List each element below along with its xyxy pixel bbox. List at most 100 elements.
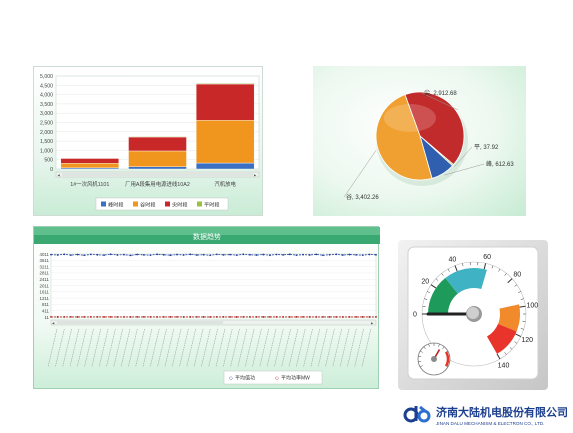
trend-legend-label: 平均功率MW [281,375,310,382]
trend-point [309,254,311,256]
trend-x-tick-label-mark [85,329,94,367]
trend-point [163,254,165,256]
trend-x-tick-label-mark [311,329,320,367]
bar-legend-label: 峰时段 [108,201,124,209]
trend-point [375,316,377,318]
bar-y-tick-label: 4,500 [40,83,53,89]
trend-point [103,254,105,256]
trend-point [315,254,317,256]
gauge-tick-label: 100 [526,303,538,310]
bar-segment [129,137,187,151]
trend-point [216,316,218,318]
trend-point [216,254,218,256]
trend-x-tick-label-mark [194,329,203,367]
trend-x-tick-label-mark [267,329,276,367]
gauge-tick-label: 60 [483,254,491,261]
trend-point [262,254,264,256]
trend-point [355,254,357,256]
trend-x-tick-label-mark [282,329,291,367]
trend-point [296,316,298,318]
trend-point [322,316,324,318]
trend-point [123,254,125,256]
trend-point [335,253,337,255]
pie-leader-line [344,150,376,197]
trend-point [136,254,138,256]
trend-legend-marker-icon: ◇ [275,376,279,382]
trend-point [189,253,191,255]
company-logo: 济南大陆机电股份有限公司 JINAN DALU MECHANISM & ELEC… [403,402,573,428]
bar-y-tick-label: 2,500 [40,121,53,127]
bar-segment [129,167,187,169]
trend-point [110,253,112,255]
trend-point [90,316,92,318]
trend-x-tick-label-mark [143,329,152,367]
trend-x-tick-label-mark [187,329,196,367]
trend-point [169,316,171,318]
trend-point [169,254,171,256]
trend-x-tick-label-mark [362,329,371,367]
trend-point [242,316,244,318]
bar-segment [196,83,254,84]
bar-category-label: 厂用A段集用电源进线10A2 [125,180,190,188]
trend-point [315,316,317,318]
pie-slice-label: 尖, 2,912.68 [424,89,457,97]
trend-point [203,316,205,318]
bar-category-label: 1#一次风机1101 [70,180,109,188]
bar-y-tick-label: 1,000 [40,148,53,154]
trend-x-tick-label-mark [223,329,232,367]
bar-segment [61,158,119,163]
trend-point [289,316,291,318]
trend-point [249,316,251,318]
trend-point [289,253,291,255]
trend-point [70,316,72,318]
trend-point [329,316,331,318]
trend-point [296,254,298,256]
trend-point [116,316,118,318]
trend-point [123,316,125,318]
trend-x-tick-label-mark [172,329,181,367]
bar-legend-swatch [165,202,170,207]
trend-chart: 数据趋势401136113211281124112011161112118114… [34,227,380,390]
trend-point [97,316,99,318]
trend-point [116,254,118,256]
pie-slice-label: 谷, 3,402.26 [346,193,379,201]
trend-point [355,316,357,318]
pie-chart: 尖, 2,912.68平, 37.92峰, 612.63谷, 3,402.26 [313,66,526,216]
trend-point [196,316,198,318]
trend-point [236,254,238,256]
trend-point [57,316,59,318]
bar-legend-swatch [101,202,106,207]
trend-point [150,316,152,318]
bar-segment [196,120,254,163]
trend-point [97,254,99,256]
bar-legend-label: 平时段 [204,201,220,209]
gauge-tick-label: 0 [413,312,417,319]
trend-point [63,253,65,255]
trend-x-tick-label-mark [231,329,240,367]
bar-y-tick-label: 4,000 [40,93,53,99]
bar-y-tick-label: 5,000 [40,74,53,80]
trend-point [196,254,198,256]
bar-y-tick-label: 500 [44,158,53,164]
trend-point [249,254,251,256]
trend-point [63,316,65,318]
bar-segment [61,163,119,168]
trend-point [282,254,284,256]
trend-x-tick-label-mark [304,329,313,367]
trend-point [322,254,324,256]
trend-point [375,254,377,256]
trend-point [143,254,145,256]
trend-x-tick-label-mark [63,329,72,367]
trend-x-tick-label-mark [333,329,342,367]
trend-x-tick-label-mark [318,329,327,367]
trend-x-tick-label-mark [77,329,86,367]
trend-x-tick-label-mark [70,329,79,367]
trend-point [229,254,231,256]
trend-x-tick-label-mark [274,329,283,367]
bar-y-tick-label: 3,500 [40,102,53,108]
trend-scrollbar-thumb [57,321,223,324]
gauge-tick-label: 20 [421,278,429,285]
bar-y-tick-label: 2,000 [40,130,53,136]
